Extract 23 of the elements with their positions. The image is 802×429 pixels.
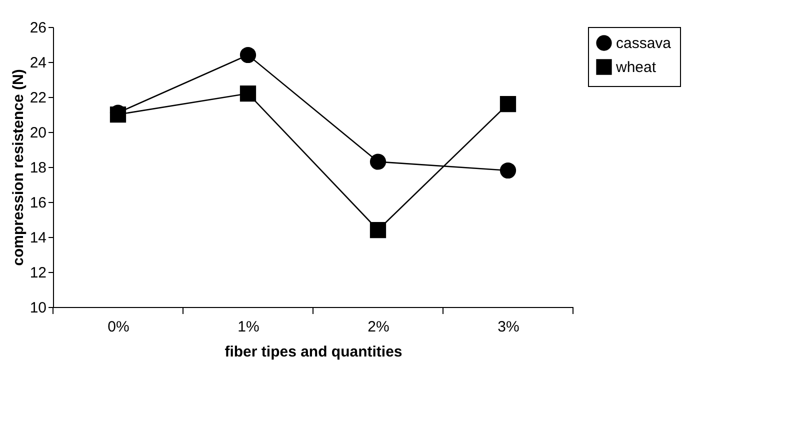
point: [370, 154, 386, 170]
x-tick-label: 3%: [498, 318, 520, 336]
x-tick-label: 2%: [368, 318, 390, 336]
point: [240, 46, 256, 64]
x-axis-title: fiber tipes and quantities: [224, 344, 402, 360]
x-tick-label: 0%: [108, 318, 130, 336]
y-tick-label: 14: [30, 230, 46, 246]
y-tick-label: 24: [30, 54, 46, 72]
y-tick-label: 22: [30, 90, 46, 106]
y-tick-label: 20: [30, 124, 46, 142]
point: [500, 162, 516, 179]
y-tick-label: 10: [30, 300, 46, 316]
legend-label: cassava: [616, 35, 672, 52]
point: [370, 222, 386, 238]
y-axis-title: compression resistence (N): [10, 69, 27, 266]
y-tick-label: 26: [30, 20, 46, 36]
y-tick-label: 12: [30, 264, 46, 282]
point: [500, 96, 516, 112]
legend-label: wheat: [615, 59, 657, 76]
y-tick-label: 18: [30, 160, 46, 176]
x-tick-label: 1%: [238, 318, 260, 336]
point: [240, 85, 256, 102]
y-tick-label: 16: [30, 194, 46, 212]
